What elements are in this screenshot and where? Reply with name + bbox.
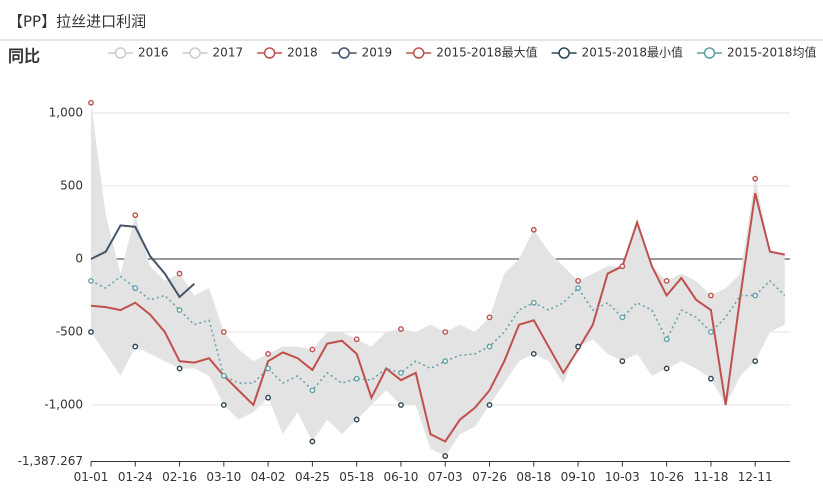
legend-label: 2015-2018最大值 — [436, 45, 537, 60]
point-marker — [619, 358, 626, 365]
point-marker — [663, 365, 670, 372]
point-marker — [486, 314, 493, 321]
legend-icon — [703, 47, 716, 59]
x-tick-label: 11-18 — [693, 470, 728, 484]
x-tick-label: 01-01 — [74, 470, 109, 484]
x-tick-label: 10-26 — [649, 470, 684, 484]
x-tick-label: 06-10 — [384, 470, 419, 484]
point-marker — [309, 387, 316, 394]
point-marker — [132, 285, 139, 292]
point-marker — [353, 336, 360, 343]
point-marker — [575, 285, 581, 292]
point-marker — [88, 329, 94, 335]
point-marker — [442, 329, 449, 335]
y-tick-label: 1,000 — [49, 105, 83, 119]
x-tick-label: 04-25 — [295, 470, 330, 484]
point-marker — [486, 402, 493, 408]
point-marker — [265, 394, 272, 401]
point-marker — [486, 343, 493, 350]
x-tick-label: 09-10 — [561, 470, 596, 484]
series-line — [90, 275, 786, 392]
point-marker — [309, 346, 316, 353]
point-marker — [575, 277, 581, 284]
point-marker — [752, 175, 759, 182]
point-marker — [220, 402, 227, 408]
point-marker — [265, 350, 272, 357]
legend-label: 2018 — [287, 46, 318, 60]
range-band — [91, 102, 785, 457]
y-tick-label: 0 — [75, 251, 83, 265]
point-marker — [575, 343, 581, 350]
point-marker — [398, 369, 404, 376]
chart-title: 【PP】拉丝进口利润 — [8, 13, 146, 31]
subtitle: 同比 — [8, 47, 40, 66]
y-tick-label: -1,000 — [44, 397, 83, 411]
legend-icon — [114, 47, 127, 59]
plot: -1,387.267 -1,000 -500 0 500 1,000 01-01 01-24 0… — [18, 99, 790, 484]
legend-icon — [338, 47, 350, 59]
point-marker — [309, 438, 316, 445]
point-marker — [398, 402, 404, 408]
legend-icon — [189, 47, 201, 59]
x-tick-label: 12-11 — [738, 470, 773, 484]
x-tick-label: 08-18 — [516, 470, 551, 484]
point-marker — [220, 329, 227, 335]
point-marker — [132, 212, 139, 219]
legend-label: 2016 — [138, 46, 169, 60]
legend: 2016 2017 2018 2019 2015-2018最大值 2015-2018最小值… — [108, 45, 816, 60]
point-marker — [353, 375, 360, 382]
x-tick-label: 05-18 — [339, 470, 374, 484]
point-marker — [442, 358, 449, 365]
legend-label: 2017 — [213, 46, 244, 60]
point-marker — [619, 314, 626, 321]
point-marker — [88, 99, 94, 106]
point-marker — [530, 226, 537, 233]
point-marker — [752, 292, 759, 299]
x-tick-label: 07-03 — [428, 470, 463, 484]
x-tick-label: 01-24 — [118, 470, 153, 484]
point-marker — [708, 375, 714, 382]
point-marker — [353, 416, 360, 423]
series-line — [90, 193, 785, 443]
point-marker — [663, 336, 670, 343]
x-tick-label: 10-03 — [605, 470, 640, 484]
point-marker — [708, 292, 714, 299]
legend-icon — [558, 47, 570, 59]
series-line — [90, 224, 195, 299]
y-tick-label: -1,387.267 — [18, 454, 83, 468]
point-marker — [663, 277, 670, 284]
legend-icon — [263, 47, 276, 59]
legend-label: 2015-2018均值 — [727, 45, 816, 60]
point-marker — [530, 299, 537, 306]
point-marker — [398, 326, 404, 332]
y-tick-label: -500 — [56, 324, 83, 338]
point-marker — [176, 270, 183, 277]
point-marker — [530, 350, 537, 357]
point-marker — [619, 263, 626, 270]
legend-label: 2015-2018最小值 — [582, 45, 683, 60]
y-tick-label: 500 — [60, 178, 83, 192]
point-marker — [708, 329, 714, 335]
point-marker — [132, 343, 139, 350]
x-tick-label: 07-26 — [472, 470, 507, 484]
x-tick-label: 03-10 — [206, 470, 241, 484]
point-marker — [442, 453, 449, 459]
x-tick-label: 04-02 — [251, 470, 286, 484]
legend-icon — [412, 47, 425, 59]
point-marker — [176, 365, 183, 372]
point-marker — [176, 307, 183, 313]
point-marker — [220, 372, 227, 379]
point-marker — [752, 358, 759, 365]
point-marker — [88, 277, 94, 284]
point-marker — [265, 365, 272, 372]
legend-label: 2019 — [362, 46, 393, 60]
x-tick-label: 02-16 — [162, 470, 197, 484]
